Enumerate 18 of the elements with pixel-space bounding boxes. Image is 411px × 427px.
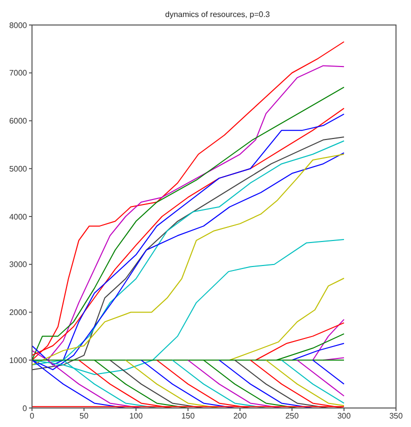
x-tick-label: 100	[129, 412, 144, 421]
x-tick-label: 0	[30, 412, 35, 421]
chart-title: dynamics of resources, p=0.3	[164, 10, 271, 19]
y-tick-label: 3000	[9, 260, 28, 270]
x-tick-label: 50	[80, 412, 89, 421]
y-tick-label: 4000	[9, 212, 28, 222]
x-tick-label: 350	[389, 412, 404, 421]
x-tick-label: 200	[233, 412, 248, 421]
y-tick-label: 2000	[9, 308, 28, 318]
y-tick-label: 5000	[9, 164, 28, 174]
x-tick-label: 300	[337, 412, 352, 421]
y-tick-label: 1000	[9, 356, 28, 365]
x-tick-label: 250	[285, 412, 300, 421]
y-tick-label: 7000	[9, 68, 28, 78]
y-tick-label: 0	[22, 404, 28, 413]
y-tick-label: 8000	[9, 20, 28, 30]
y-tick-label: 6000	[9, 116, 28, 126]
x-tick-label: 150	[181, 412, 196, 421]
